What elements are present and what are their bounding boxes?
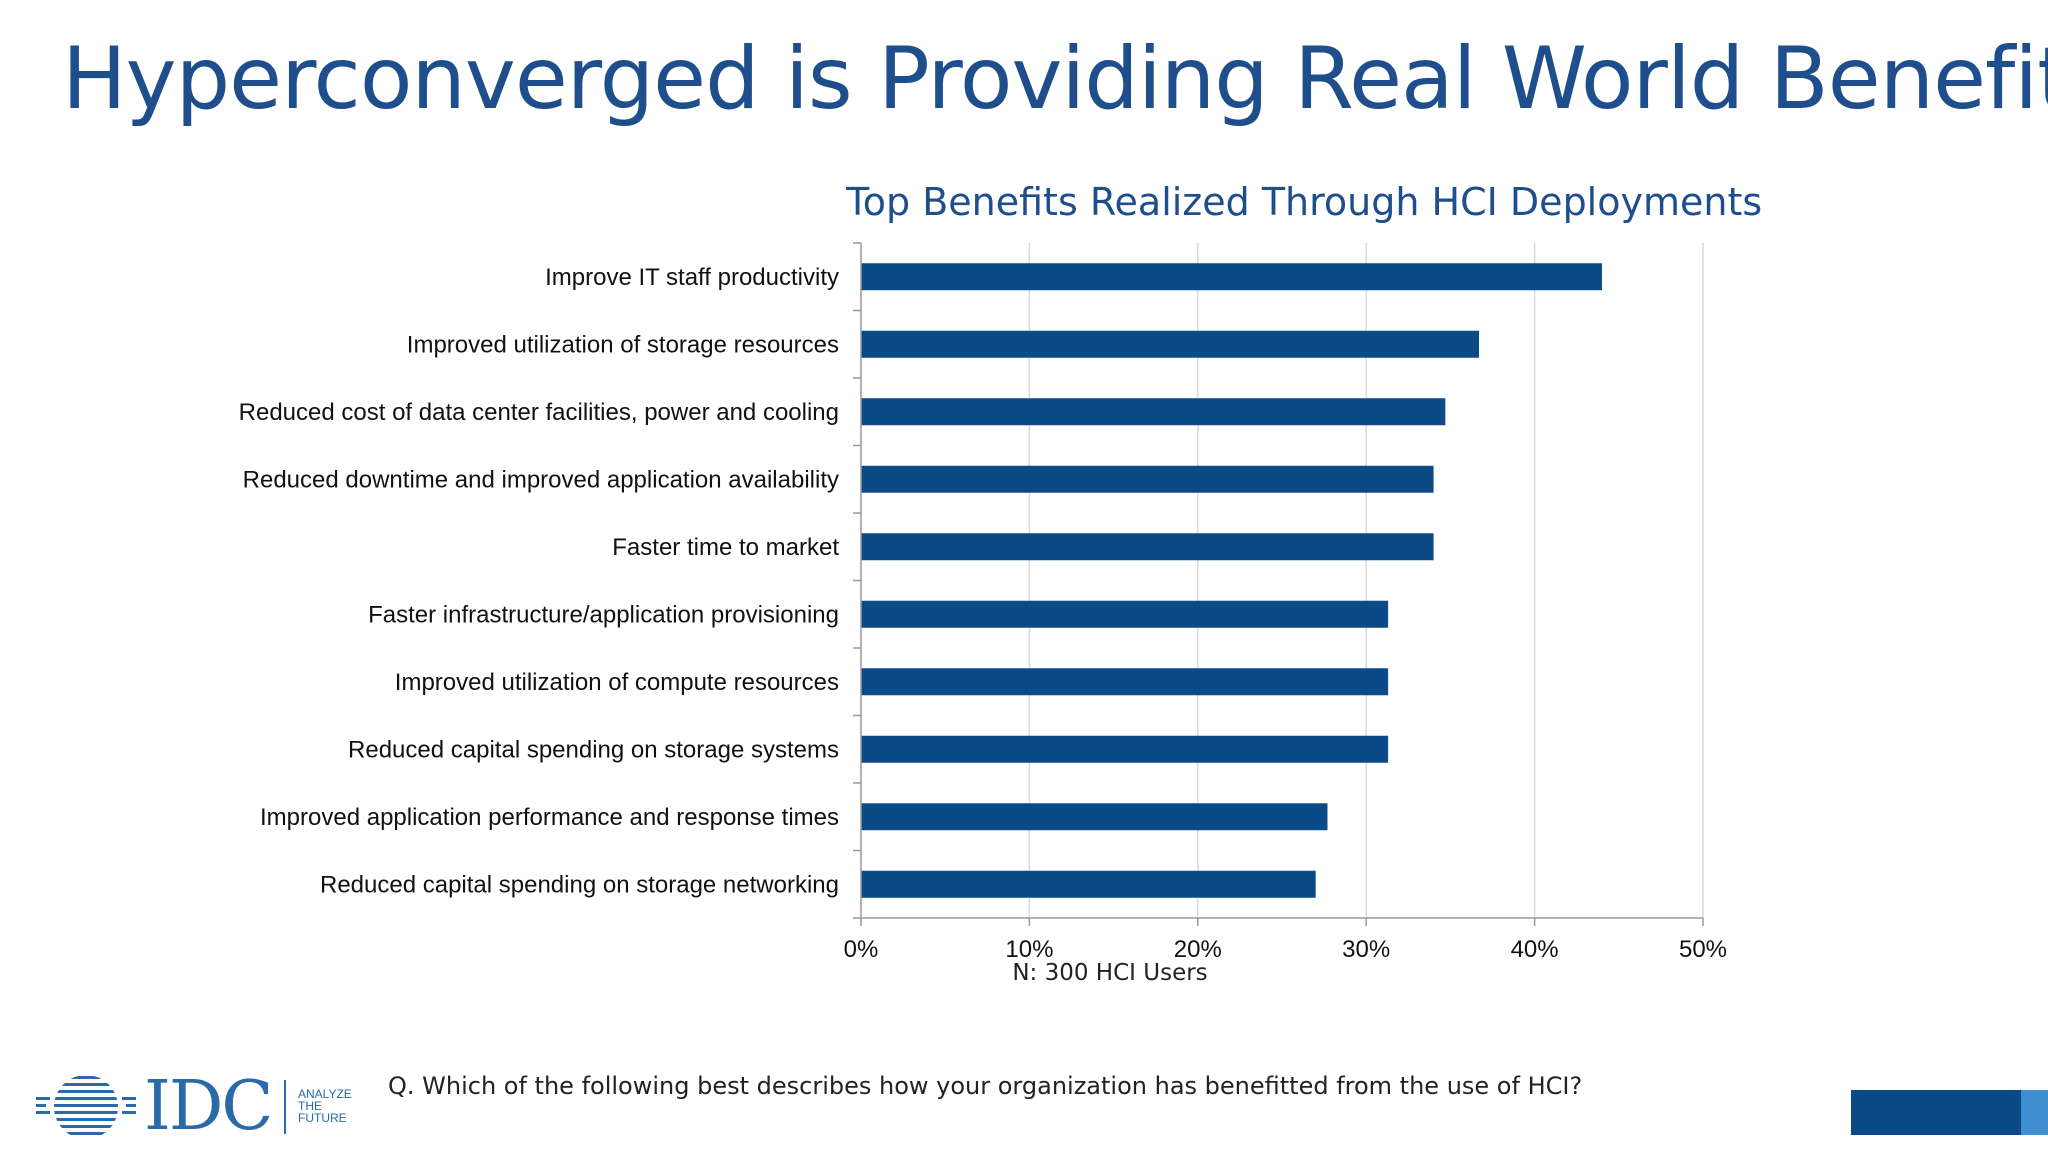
- logo-tagline: ANALYZE THE FUTURE: [298, 1088, 368, 1124]
- idc-logo: IDC ANALYZE THE FUTURE: [36, 1067, 368, 1146]
- bar: [861, 735, 1389, 763]
- category-label: Reduced cost of data center facilities, …: [239, 399, 839, 426]
- survey-question: Q. Which of the following best describes…: [388, 1072, 1583, 1100]
- bar: [861, 533, 1434, 561]
- bar: [861, 668, 1389, 696]
- category-label: Reduced capital spending on storage netw…: [320, 871, 839, 898]
- x-tick-label: 40%: [1511, 936, 1559, 963]
- bar: [861, 600, 1389, 628]
- logo-divider: [284, 1080, 286, 1134]
- logo-wordmark: IDC: [144, 1067, 273, 1146]
- logo-tagline-line: THE: [298, 1099, 322, 1113]
- x-tick-label: 50%: [1679, 936, 1727, 963]
- bar: [861, 330, 1480, 358]
- bar-chart: Improve IT staff productivity Improved ut…: [239, 242, 1727, 963]
- bar: [861, 803, 1328, 831]
- category-label: Faster time to market: [612, 534, 839, 561]
- category-label: Improved application performance and res…: [260, 804, 839, 831]
- category-label: Reduced downtime and improved applicatio…: [243, 466, 839, 493]
- x-tick-label: 0%: [844, 936, 879, 963]
- sample-size-note: N: 300 HCI Users: [1012, 960, 1208, 986]
- corner-accent-bar-light: [2021, 1090, 2048, 1135]
- bar: [861, 870, 1316, 898]
- x-tick-label: 20%: [1174, 936, 1222, 963]
- x-tick-label: 30%: [1342, 936, 1390, 963]
- category-label: Improved utilization of compute resource…: [395, 669, 839, 696]
- bar: [861, 263, 1602, 291]
- slide-title: Hyperconverged is Providing Real World B…: [62, 29, 2048, 129]
- category-label: Improved utilization of storage resource…: [407, 331, 839, 358]
- category-label: Faster infrastructure/application provis…: [368, 601, 839, 628]
- category-label: Improve IT staff productivity: [545, 264, 839, 291]
- bar: [861, 398, 1446, 426]
- globe-stripes-icon: [36, 1076, 136, 1135]
- bar: [861, 465, 1434, 493]
- logo-tagline-line: ANALYZE: [298, 1087, 352, 1101]
- chart-title: Top Benefits Realized Through HCI Deploy…: [846, 180, 1763, 224]
- logo-tagline-line: FUTURE: [298, 1111, 347, 1125]
- corner-accent-bar: [1851, 1090, 2021, 1135]
- category-label: Reduced capital spending on storage syst…: [348, 736, 839, 763]
- x-tick-label: 10%: [1005, 936, 1053, 963]
